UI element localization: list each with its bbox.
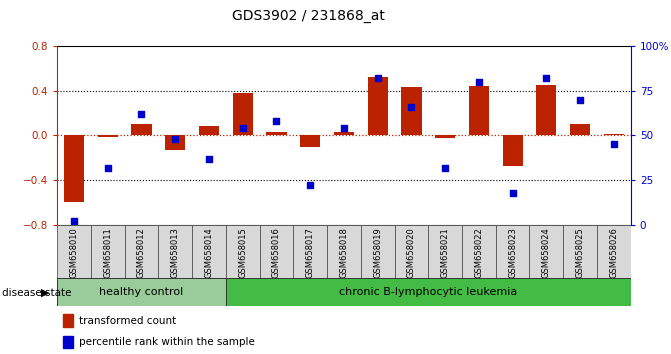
Text: GSM658023: GSM658023 bbox=[508, 227, 517, 278]
Text: GSM658018: GSM658018 bbox=[340, 227, 348, 278]
Bar bbox=[64, 135, 84, 202]
Text: GSM658019: GSM658019 bbox=[373, 227, 382, 278]
FancyBboxPatch shape bbox=[327, 225, 361, 278]
FancyBboxPatch shape bbox=[57, 225, 91, 278]
Bar bbox=[604, 134, 624, 135]
Point bbox=[575, 97, 586, 103]
FancyBboxPatch shape bbox=[57, 278, 225, 306]
Point bbox=[339, 125, 350, 131]
FancyBboxPatch shape bbox=[395, 225, 428, 278]
Point bbox=[372, 75, 383, 81]
Point bbox=[440, 165, 450, 170]
Text: GSM658014: GSM658014 bbox=[205, 227, 213, 278]
Bar bbox=[503, 135, 523, 166]
Text: GSM658012: GSM658012 bbox=[137, 227, 146, 278]
FancyBboxPatch shape bbox=[260, 225, 293, 278]
Bar bbox=[333, 132, 354, 135]
Text: GSM658025: GSM658025 bbox=[576, 227, 584, 278]
FancyBboxPatch shape bbox=[496, 225, 529, 278]
Point bbox=[507, 190, 518, 195]
FancyBboxPatch shape bbox=[428, 225, 462, 278]
FancyBboxPatch shape bbox=[529, 225, 563, 278]
Text: GSM658013: GSM658013 bbox=[170, 227, 180, 278]
FancyBboxPatch shape bbox=[462, 225, 496, 278]
Point bbox=[136, 111, 147, 117]
Point bbox=[305, 183, 315, 188]
FancyBboxPatch shape bbox=[225, 278, 631, 306]
Text: GSM658024: GSM658024 bbox=[542, 227, 551, 278]
Point bbox=[406, 104, 417, 110]
Bar bbox=[368, 77, 388, 135]
FancyBboxPatch shape bbox=[563, 225, 597, 278]
Bar bbox=[536, 85, 556, 135]
Bar bbox=[165, 135, 185, 150]
Bar bbox=[233, 93, 253, 135]
FancyBboxPatch shape bbox=[192, 225, 225, 278]
Bar bbox=[97, 135, 118, 137]
Text: GSM658022: GSM658022 bbox=[474, 227, 483, 278]
Point bbox=[271, 118, 282, 124]
FancyBboxPatch shape bbox=[91, 225, 125, 278]
Text: GSM658016: GSM658016 bbox=[272, 227, 281, 278]
Bar bbox=[401, 87, 421, 135]
FancyBboxPatch shape bbox=[225, 225, 260, 278]
Text: GSM658021: GSM658021 bbox=[441, 227, 450, 278]
Point bbox=[68, 218, 79, 224]
Bar bbox=[63, 314, 73, 327]
Point bbox=[170, 136, 180, 142]
Text: transformed count: transformed count bbox=[79, 316, 176, 326]
Bar bbox=[300, 135, 320, 147]
Bar bbox=[435, 135, 455, 138]
FancyBboxPatch shape bbox=[293, 225, 327, 278]
Text: GSM658017: GSM658017 bbox=[305, 227, 315, 278]
Text: GSM658015: GSM658015 bbox=[238, 227, 247, 278]
FancyBboxPatch shape bbox=[158, 225, 192, 278]
Text: GSM658010: GSM658010 bbox=[69, 227, 79, 278]
Bar bbox=[199, 126, 219, 135]
FancyBboxPatch shape bbox=[597, 225, 631, 278]
FancyBboxPatch shape bbox=[361, 225, 395, 278]
Point bbox=[541, 75, 552, 81]
Point bbox=[203, 156, 214, 161]
Point bbox=[474, 79, 484, 85]
FancyBboxPatch shape bbox=[125, 225, 158, 278]
Text: ▶: ▶ bbox=[40, 288, 49, 298]
Bar bbox=[266, 132, 287, 135]
Text: healthy control: healthy control bbox=[99, 287, 184, 297]
Bar bbox=[132, 124, 152, 135]
Point bbox=[102, 165, 113, 170]
Bar bbox=[63, 336, 73, 348]
Bar bbox=[469, 86, 489, 135]
Text: GSM658026: GSM658026 bbox=[609, 227, 619, 278]
Text: GSM658020: GSM658020 bbox=[407, 227, 416, 278]
Text: GDS3902 / 231868_at: GDS3902 / 231868_at bbox=[232, 9, 385, 23]
Text: percentile rank within the sample: percentile rank within the sample bbox=[79, 337, 255, 347]
Point bbox=[238, 125, 248, 131]
Bar bbox=[570, 124, 590, 135]
Point bbox=[609, 142, 619, 147]
Text: GSM658011: GSM658011 bbox=[103, 227, 112, 278]
Text: disease state: disease state bbox=[2, 288, 72, 298]
Text: chronic B-lymphocytic leukemia: chronic B-lymphocytic leukemia bbox=[339, 287, 517, 297]
